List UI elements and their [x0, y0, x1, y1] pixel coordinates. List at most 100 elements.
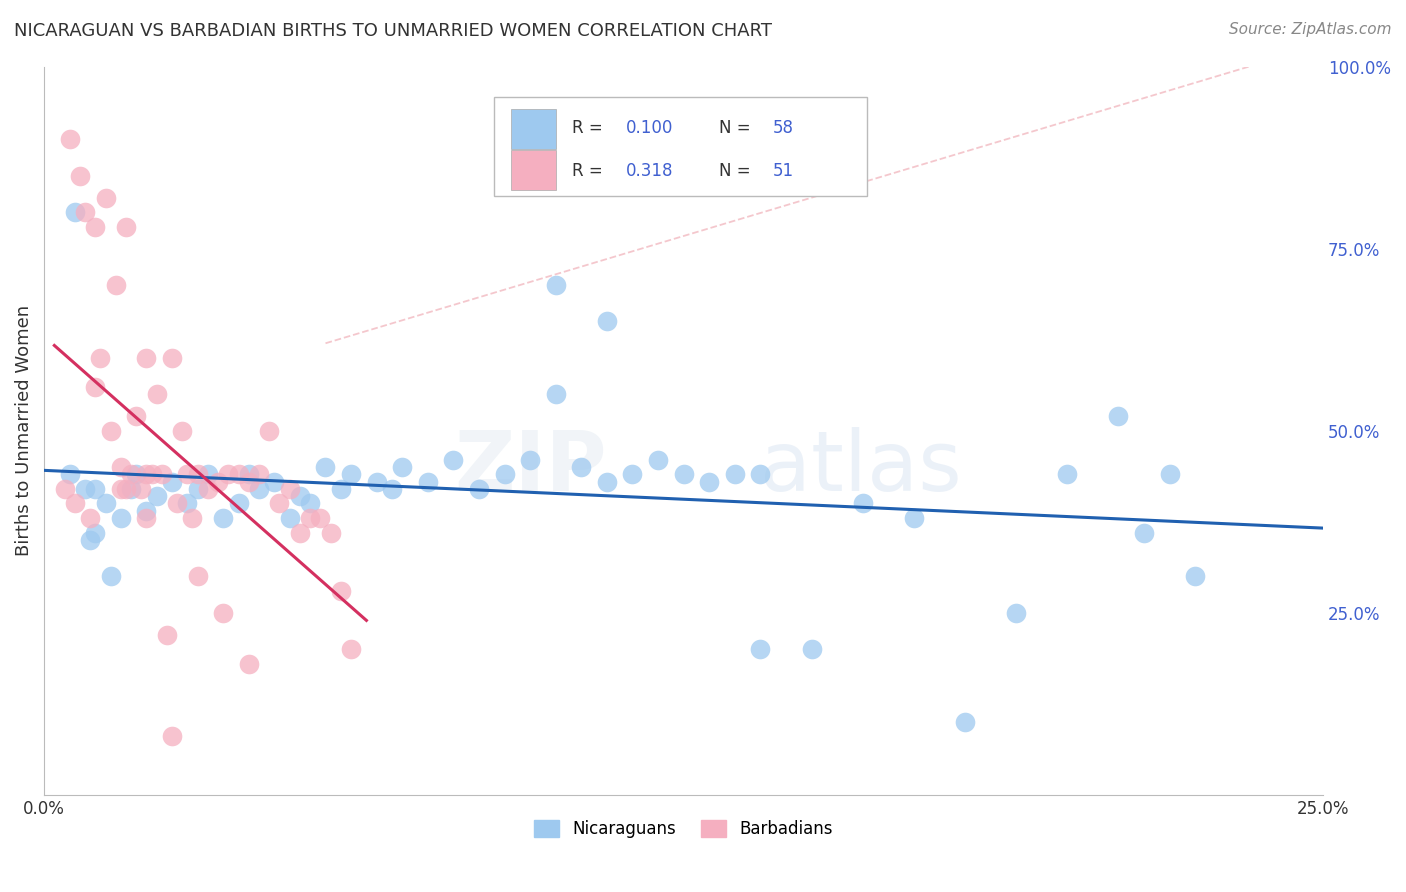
Point: [697, 475, 720, 489]
Point: [278, 482, 301, 496]
Point: [197, 467, 219, 482]
Point: [269, 496, 291, 510]
Point: [315, 460, 337, 475]
Point: [749, 467, 772, 482]
Text: NICARAGUAN VS BARBADIAN BIRTHS TO UNMARRIED WOMEN CORRELATION CHART: NICARAGUAN VS BARBADIAN BIRTHS TO UNMARR…: [14, 22, 772, 40]
Point: [257, 424, 280, 438]
Point: [569, 460, 592, 475]
Point: [73, 482, 96, 496]
Point: [110, 482, 132, 496]
Point: [131, 482, 153, 496]
Point: [366, 475, 388, 489]
Y-axis label: Births to Unmarried Women: Births to Unmarried Women: [15, 305, 32, 557]
Text: N =: N =: [720, 120, 756, 137]
Point: [288, 525, 311, 540]
Point: [176, 467, 198, 482]
Point: [84, 219, 107, 234]
Point: [110, 511, 132, 525]
Point: [59, 132, 82, 146]
Point: [73, 205, 96, 219]
Point: [115, 482, 138, 496]
Point: [125, 467, 148, 482]
Point: [238, 657, 260, 671]
Point: [278, 511, 301, 525]
FancyBboxPatch shape: [510, 109, 555, 149]
Point: [519, 452, 541, 467]
Point: [217, 467, 239, 482]
Point: [115, 219, 138, 234]
Point: [100, 424, 122, 438]
Point: [63, 496, 86, 510]
Point: [160, 475, 183, 489]
Text: Source: ZipAtlas.com: Source: ZipAtlas.com: [1229, 22, 1392, 37]
Point: [1005, 606, 1028, 620]
Point: [187, 467, 209, 482]
Point: [187, 569, 209, 583]
Point: [212, 606, 235, 620]
Point: [852, 496, 875, 510]
Point: [238, 467, 260, 482]
Point: [1108, 409, 1130, 423]
Point: [309, 511, 332, 525]
Point: [94, 191, 117, 205]
Point: [494, 467, 516, 482]
Text: 0.100: 0.100: [626, 120, 673, 137]
Point: [329, 583, 352, 598]
Point: [135, 511, 157, 525]
Point: [1159, 467, 1181, 482]
Point: [621, 467, 644, 482]
Point: [135, 504, 157, 518]
Text: R =: R =: [572, 161, 609, 179]
Point: [544, 387, 567, 401]
Point: [135, 467, 157, 482]
Point: [288, 489, 311, 503]
Point: [145, 489, 167, 503]
Point: [207, 475, 229, 489]
Point: [84, 482, 107, 496]
Point: [79, 533, 101, 547]
Point: [59, 467, 82, 482]
FancyBboxPatch shape: [510, 151, 555, 190]
Point: [340, 467, 363, 482]
Point: [903, 511, 925, 525]
Point: [228, 496, 250, 510]
Point: [120, 467, 142, 482]
Text: N =: N =: [720, 161, 756, 179]
Point: [94, 496, 117, 510]
Point: [672, 467, 695, 482]
Text: 0.318: 0.318: [626, 161, 673, 179]
Point: [104, 278, 127, 293]
Point: [724, 467, 747, 482]
Text: R =: R =: [572, 120, 609, 137]
Point: [647, 452, 669, 467]
Point: [187, 482, 209, 496]
Point: [596, 475, 619, 489]
Point: [135, 351, 157, 365]
Point: [228, 467, 250, 482]
Point: [299, 511, 322, 525]
Point: [596, 314, 619, 328]
Point: [53, 482, 76, 496]
Point: [544, 278, 567, 293]
Point: [84, 380, 107, 394]
Point: [79, 511, 101, 525]
Point: [212, 511, 235, 525]
Text: atlas: atlas: [761, 426, 962, 508]
Point: [800, 642, 823, 657]
Point: [84, 525, 107, 540]
Point: [181, 511, 204, 525]
Point: [63, 205, 86, 219]
Point: [953, 714, 976, 729]
Point: [100, 569, 122, 583]
Point: [176, 496, 198, 510]
Point: [299, 496, 322, 510]
Point: [160, 351, 183, 365]
Point: [120, 482, 142, 496]
Text: ZIP: ZIP: [454, 426, 607, 508]
Point: [1184, 569, 1206, 583]
Point: [329, 482, 352, 496]
Point: [319, 525, 342, 540]
FancyBboxPatch shape: [495, 97, 866, 196]
Point: [1056, 467, 1078, 482]
Point: [1133, 525, 1156, 540]
